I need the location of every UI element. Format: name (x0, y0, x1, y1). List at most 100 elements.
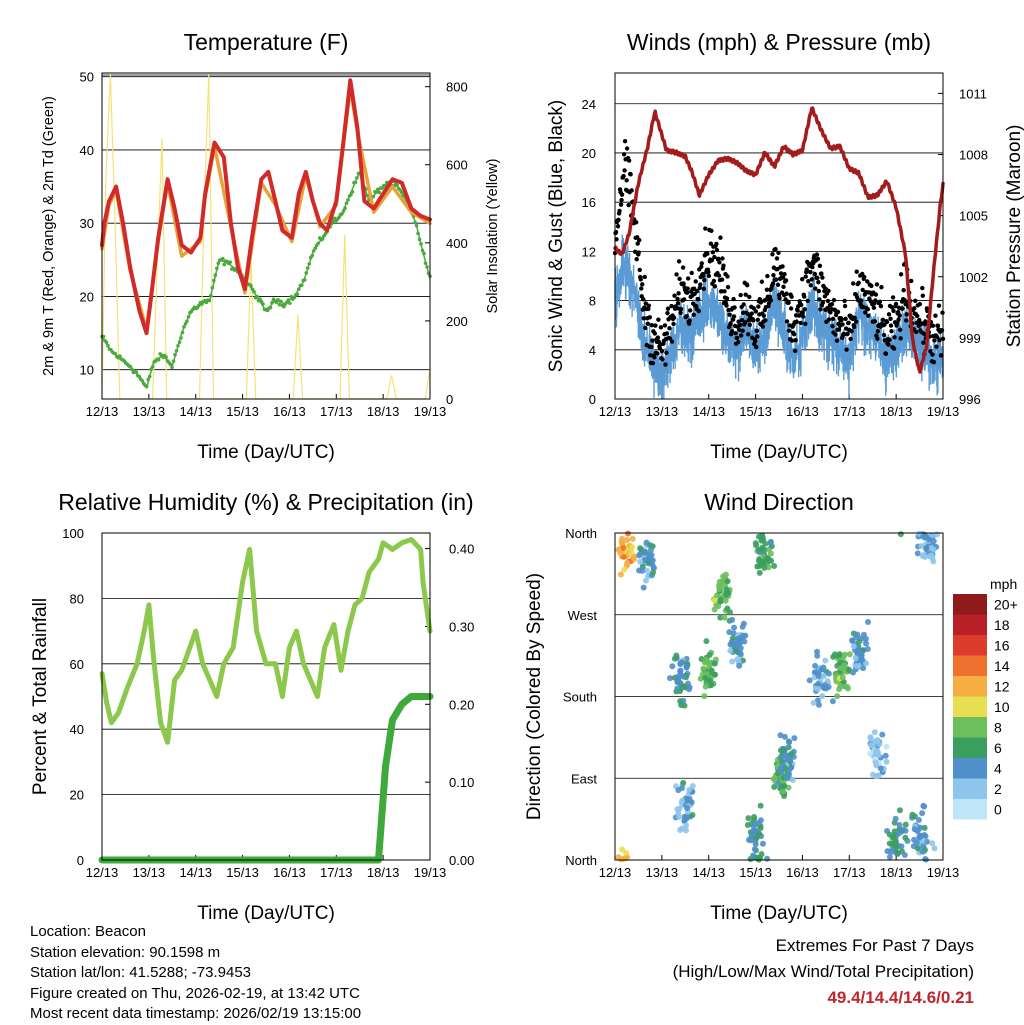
wind-direction-point (759, 840, 766, 847)
wind-direction-point (734, 656, 741, 663)
gust-point (776, 250, 781, 256)
y2-tick-label: 1002 (959, 270, 988, 285)
wind-direction-point (688, 799, 695, 806)
gust-point (751, 306, 756, 311)
wind-direction-point (919, 810, 926, 817)
gust-point (738, 292, 743, 298)
wind-direction-point (711, 606, 718, 613)
dewpoint-point (209, 293, 213, 298)
gust-point (642, 274, 647, 280)
wind-direction-point (819, 692, 826, 699)
wind-direction-point (860, 665, 867, 672)
legend-label: 6 (994, 740, 1002, 756)
dewpoint-point (220, 256, 225, 261)
wind-direction-point (852, 655, 859, 662)
plot-frame (101, 532, 431, 861)
gust-point (716, 273, 722, 278)
wind-direction-point (883, 743, 890, 750)
gust-point (632, 249, 638, 255)
wind-direction-point (686, 786, 693, 793)
y-tick-label: 16 (582, 195, 596, 210)
wind-direction-point (721, 614, 728, 621)
gust-point (840, 322, 845, 327)
legend-swatch (953, 696, 987, 717)
legend-swatch (953, 737, 987, 758)
wind-direction-point (930, 538, 937, 545)
gust-point (763, 318, 768, 323)
wind-direction-point (629, 535, 636, 542)
wind-direction-point (916, 833, 923, 840)
gust-point (633, 220, 639, 225)
wind-direction-point (871, 729, 878, 736)
gust-point (699, 261, 704, 266)
wind-direction-point (702, 674, 709, 681)
x-tick-label: 16/13 (786, 404, 819, 419)
gust-point (665, 310, 670, 316)
gust-point (793, 338, 798, 343)
wind-direction-point (771, 784, 778, 791)
x-tick-label: 18/13 (880, 865, 913, 880)
gust-point (898, 272, 904, 277)
gust-point (931, 359, 937, 365)
gust-point (637, 267, 642, 273)
gust-point (643, 325, 648, 331)
gust-point (653, 323, 658, 328)
wind-direction-point (683, 822, 690, 829)
x-tick-label: 17/13 (320, 404, 353, 419)
dewpoint-point (173, 352, 177, 357)
gust-point (634, 256, 639, 262)
gust-point (702, 277, 707, 283)
gust-point (706, 273, 712, 279)
gust-point (765, 273, 770, 279)
wind-direction-point (726, 629, 733, 636)
gust-point (709, 258, 715, 263)
wind-direction-point (853, 662, 860, 669)
wind-direction-point (812, 662, 819, 669)
gust-point (802, 307, 807, 312)
gust-point (891, 346, 897, 351)
gust-point (689, 270, 694, 276)
gust-point (684, 290, 690, 295)
gust-point (636, 250, 641, 255)
wind-direction-point (755, 533, 762, 540)
wind-direction-point (786, 739, 793, 746)
wind-direction-point (641, 548, 648, 555)
gust-point (755, 317, 761, 323)
dewpoint-point (355, 176, 359, 180)
gust-point (866, 313, 871, 318)
y2-tick-label: 400 (446, 236, 468, 251)
legend-swatch (953, 717, 987, 738)
gust-point (724, 296, 730, 301)
wind-direction-point (770, 775, 777, 782)
gust-point (646, 306, 651, 312)
plot-frame (614, 72, 944, 400)
wind-direction-point (640, 584, 647, 591)
gust-point (675, 301, 681, 306)
dewpoint-point (304, 271, 309, 275)
gust-point (725, 274, 730, 279)
dewpoint-point (305, 266, 310, 270)
precipitation-line (98, 693, 434, 864)
gust-point (833, 332, 838, 337)
gust-point (830, 316, 836, 322)
wind-direction-point (742, 632, 749, 639)
gust-point (897, 313, 902, 318)
elevation-text: Station elevation: 90.1598 m (30, 943, 221, 961)
latest-text: Most recent data timestamp: 2026/02/19 1… (30, 1005, 362, 1022)
gust-point (677, 276, 682, 282)
wind-direction-point (919, 848, 926, 855)
wind-direction-point (677, 679, 684, 686)
gust-point (676, 291, 681, 296)
gust-point (930, 352, 935, 357)
gust-point (903, 318, 909, 323)
wind-direction-point (911, 813, 918, 820)
gust-point (665, 306, 671, 311)
wind-direction-point (882, 752, 889, 759)
wind-direction-point (737, 651, 744, 658)
wind-direction-point (684, 795, 691, 802)
gust-point (669, 339, 675, 344)
wind-direction-point (814, 648, 821, 655)
gust-point (784, 291, 789, 296)
gust-point (817, 263, 823, 269)
gust-point (873, 298, 878, 303)
